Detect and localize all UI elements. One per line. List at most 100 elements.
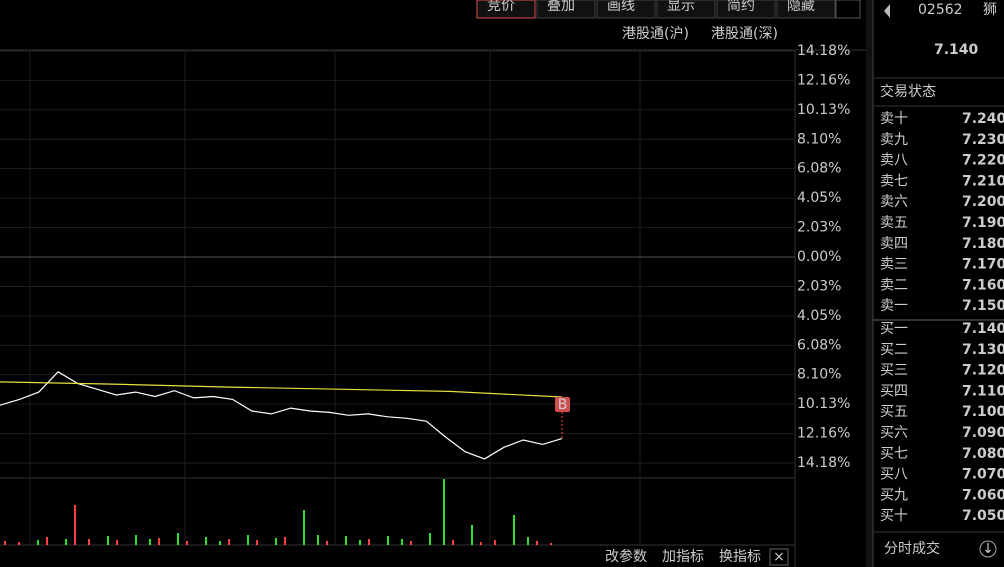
book-level: 买五	[880, 404, 908, 420]
book-level: 买三	[880, 363, 908, 379]
volume-bar	[359, 540, 361, 545]
book-level: 卖四	[880, 236, 908, 252]
last-price: 7.140	[934, 42, 979, 58]
volume-bar	[443, 479, 445, 545]
book-level: 卖三	[880, 257, 908, 273]
toolbar-label[interactable]: 隐藏	[787, 0, 815, 14]
volume-bar	[256, 540, 258, 545]
bottom-button[interactable]: 换指标	[719, 548, 761, 565]
series-line	[0, 371, 563, 460]
toolbar-label[interactable]: 叠加	[547, 0, 575, 14]
toolbar-label[interactable]: 显示	[667, 0, 695, 14]
volume-bar	[74, 505, 76, 545]
y-tick-label: 0.00%	[797, 249, 841, 265]
book-level: 卖五	[880, 215, 908, 231]
volume-bar	[275, 538, 277, 545]
volume-bar	[429, 533, 431, 545]
book-price: 7.090	[962, 425, 1004, 441]
series-line	[0, 381, 563, 398]
y-tick-label: 6.08%	[797, 161, 841, 177]
book-price: 7.220	[962, 153, 1004, 169]
toolbar-label[interactable]: 画线	[607, 0, 635, 14]
volume-bar	[158, 538, 160, 545]
volume-bar	[401, 539, 403, 545]
toolbar-label[interactable]: 竞价	[487, 0, 515, 14]
volume-bar	[513, 515, 515, 545]
book-level: 卖七	[880, 173, 908, 189]
y-tick-label: 4.05%	[797, 190, 841, 206]
volume-bar	[88, 539, 90, 545]
book-price: 7.050	[962, 508, 1004, 524]
book-price: 7.150	[962, 298, 1004, 314]
book-price: 7.170	[962, 257, 1004, 273]
volume-bar	[536, 541, 538, 545]
volume-bar	[65, 539, 67, 545]
book-price: 7.230	[962, 132, 1004, 148]
y-tick-label: 14.18%	[797, 43, 850, 59]
book-price: 7.180	[962, 236, 1004, 252]
volume-bar	[247, 535, 249, 545]
book-level: 卖八	[880, 153, 908, 169]
volume-bar	[186, 541, 188, 545]
book-level: 卖一	[880, 298, 908, 314]
marker-label: B	[558, 397, 568, 413]
book-price: 7.190	[962, 215, 1004, 231]
volume-bar	[471, 525, 473, 545]
volume-bar	[177, 533, 179, 545]
book-level: 买四	[880, 383, 908, 399]
trades-tab[interactable]: 分时成交	[884, 540, 940, 557]
bottom-button[interactable]: 改参数	[605, 548, 647, 565]
toolbar-button[interactable]	[776, 0, 836, 19]
book-price: 7.110	[962, 383, 1004, 399]
y-tick-label: 8.10%	[797, 131, 841, 147]
toolbar-button[interactable]	[716, 0, 776, 19]
connect-link[interactable]: 港股通(沪)	[622, 26, 689, 42]
book-price: 7.160	[962, 277, 1004, 293]
toolbar-button[interactable]	[536, 0, 596, 19]
toolbar-button[interactable]	[596, 0, 656, 19]
marker-box	[555, 397, 570, 412]
status-label: 交易状态	[880, 83, 936, 100]
book-price: 7.130	[962, 342, 1004, 358]
book-price: 7.070	[962, 467, 1004, 483]
book-level: 买七	[880, 446, 908, 462]
volume-bar	[550, 543, 552, 545]
volume-bar	[46, 537, 48, 545]
y-tick-label: 10.13%	[797, 102, 850, 118]
volume-bar	[4, 541, 6, 545]
volume-bar	[219, 541, 221, 545]
bottom-button[interactable]: 加指标	[662, 549, 704, 565]
book-price: 7.200	[962, 194, 1004, 210]
y-tick-label: 6.08%	[797, 337, 841, 353]
volume-bar	[37, 540, 39, 545]
y-tick-label: 8.10%	[797, 367, 841, 383]
book-level: 买二	[880, 342, 908, 358]
book-price: 7.060	[962, 487, 1004, 503]
book-price: 7.100	[962, 404, 1004, 420]
volume-bar	[303, 510, 305, 545]
toolbar-label[interactable]: 简约	[727, 0, 755, 14]
close-icon[interactable]: ×	[773, 549, 785, 565]
toolbar-button[interactable]	[476, 0, 536, 19]
volume-bar	[345, 536, 347, 545]
volume-bar	[205, 537, 207, 545]
volume-bar	[317, 535, 319, 545]
book-level: 买八	[880, 467, 908, 483]
book-price: 7.120	[962, 363, 1004, 379]
volume-bar	[116, 540, 118, 545]
volume-bar	[368, 539, 370, 545]
stock-code: 02562	[918, 2, 963, 18]
y-tick-label: 2.03%	[797, 220, 841, 236]
book-level: 买十	[880, 508, 908, 524]
book-price: 7.240	[962, 111, 1004, 127]
connect-link[interactable]: 港股通(深)	[711, 26, 778, 42]
toolbar-button[interactable]	[656, 0, 716, 19]
book-level: 卖九	[880, 132, 908, 148]
volume-bar	[18, 542, 20, 545]
expand-icon[interactable]: ↓	[982, 541, 994, 557]
book-level: 卖六	[880, 194, 908, 210]
y-tick-label: 14.18%	[797, 455, 850, 471]
volume-bar	[494, 540, 496, 545]
